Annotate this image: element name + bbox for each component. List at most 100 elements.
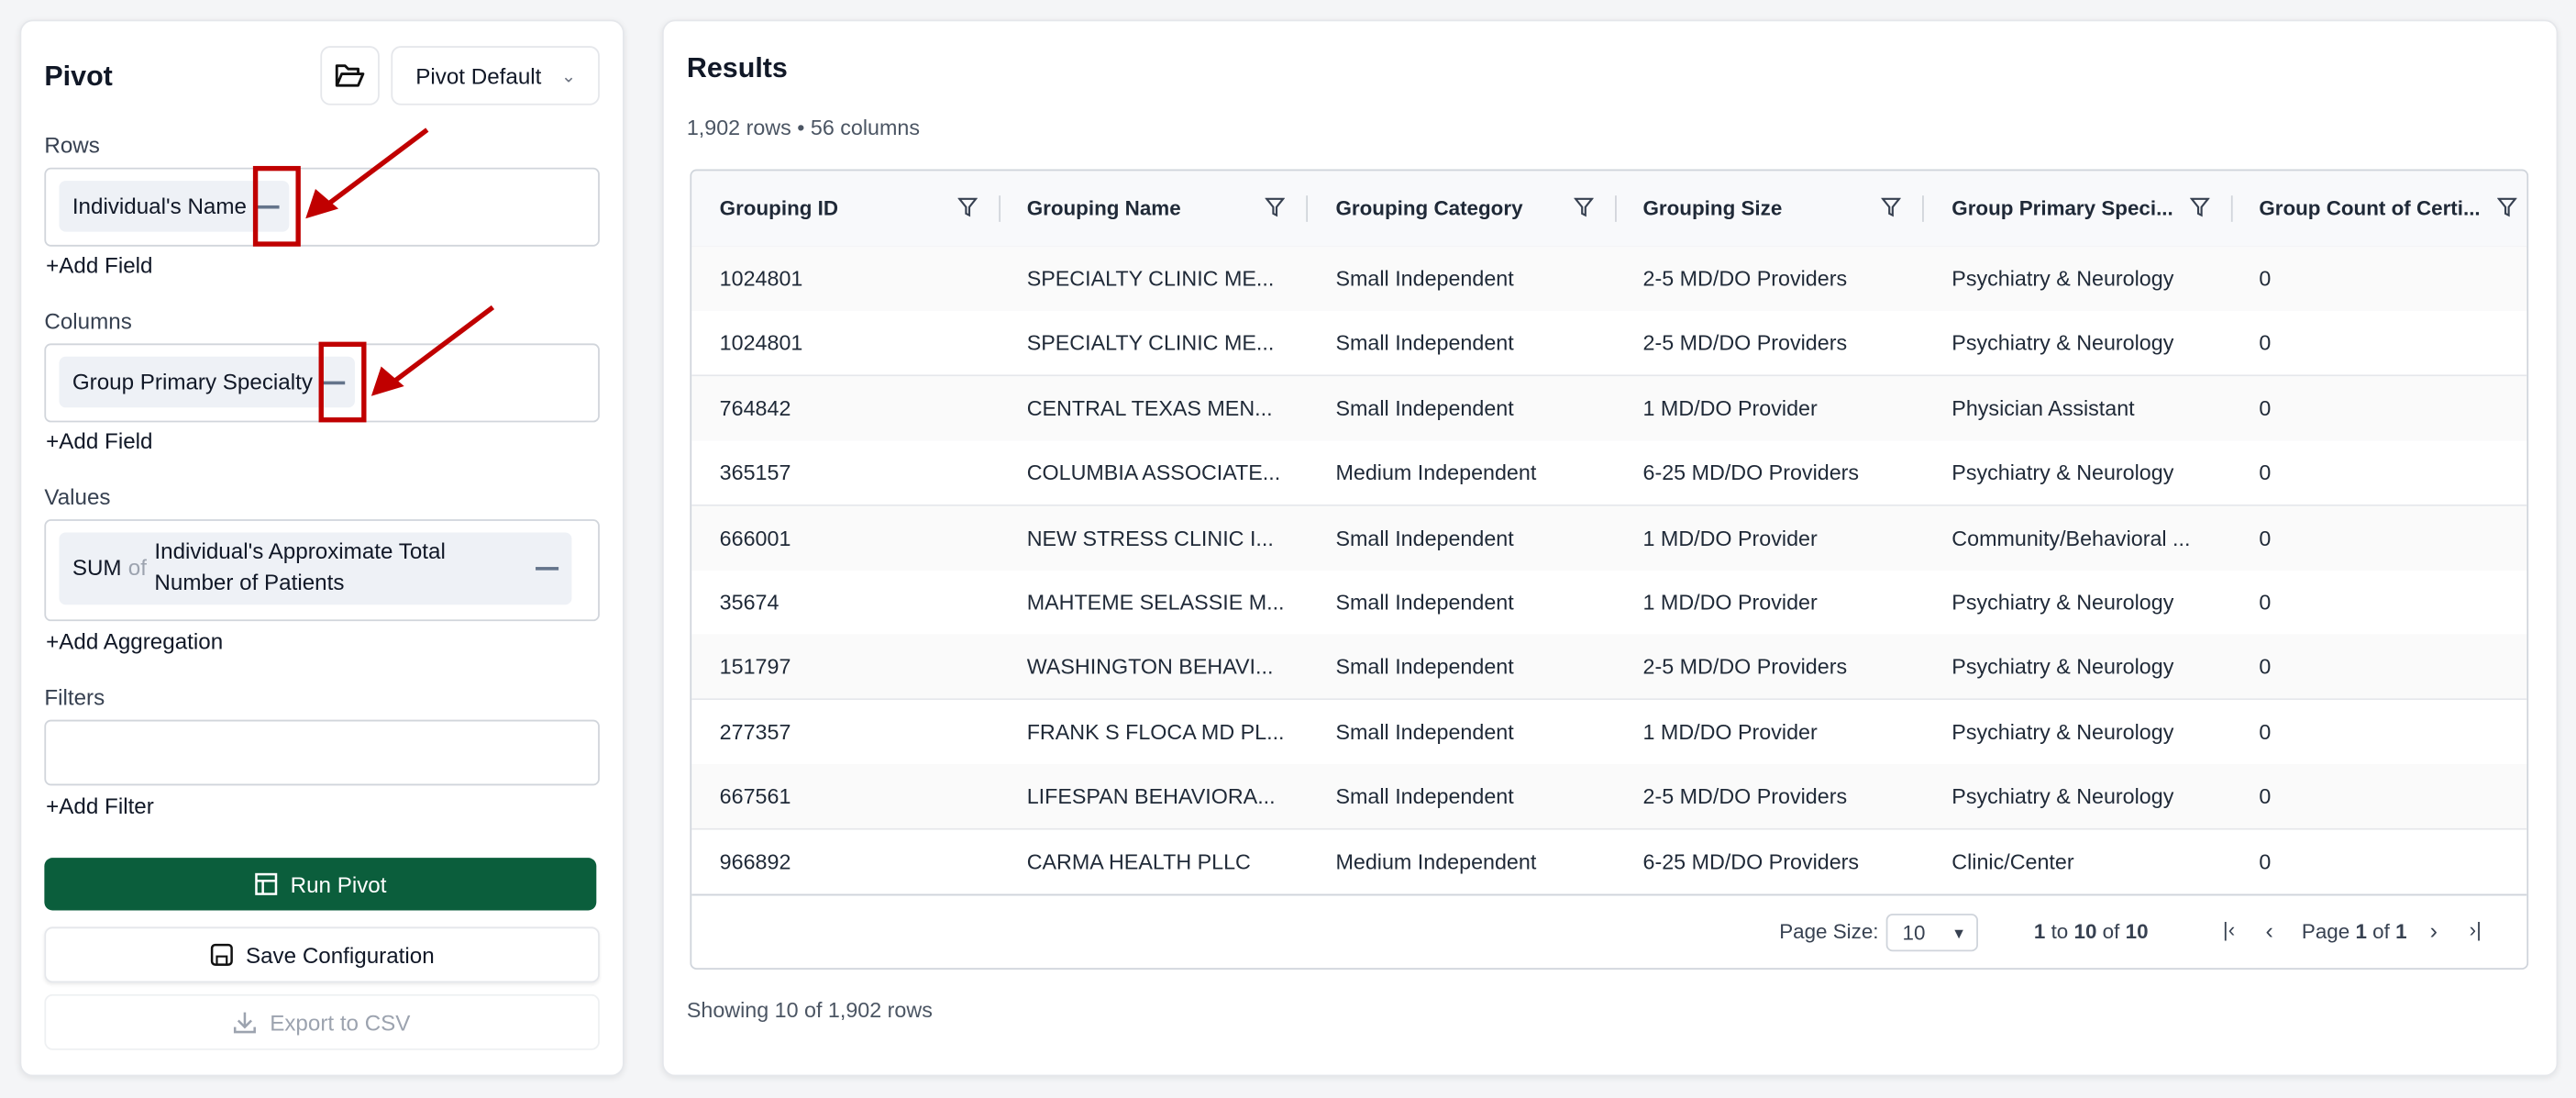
table-cell: 0 <box>2259 330 2272 356</box>
table-row[interactable]: 764842 CENTRAL TEXAS MEN... Small Independ… <box>691 375 2527 442</box>
columns-field-chip[interactable]: Group Primary Specialty <box>59 356 356 408</box>
filters-dropzone[interactable] <box>44 719 600 786</box>
table-row[interactable]: 151797 WASHINGTON BEHAVI... Small Independ… <box>691 635 2527 701</box>
row-range: 1 to 10 of 10 <box>2033 920 2149 944</box>
filter-icon[interactable] <box>1573 195 1595 225</box>
table-cell: Small Independent <box>1335 783 1514 809</box>
pagination-bar: Page Size: 10 ▼ 1 to 10 of 10 |‹ ‹ Page … <box>691 893 2527 969</box>
table-cell: Physician Assistant <box>1951 395 2135 421</box>
table-row[interactable]: 1024801 SPECIALTY CLINIC ME... Small Indep… <box>691 311 2527 377</box>
filter-icon[interactable] <box>956 195 978 225</box>
table-cell: 1024801 <box>719 330 803 356</box>
table-cell: WASHINGTON BEHAVI... <box>1026 654 1274 680</box>
column-header-label: Grouping Name <box>1026 196 1181 221</box>
value-field-line1: Individual's Approximate Total <box>154 538 446 564</box>
aggregation-function: SUM <box>72 555 122 581</box>
add-aggregation-button[interactable]: +Add Aggregation <box>46 629 224 655</box>
table-cell: 0 <box>2259 848 2272 874</box>
add-filter-button[interactable]: +Add Filter <box>46 793 154 819</box>
column-header[interactable]: Group Primary Speci... <box>1951 171 2172 246</box>
table-row[interactable]: 666001 NEW STRESS CLINIC I... Small Indepe… <box>691 505 2527 571</box>
table-cell: 0 <box>2259 460 2272 485</box>
prev-page-icon[interactable]: ‹ <box>2265 916 2273 944</box>
column-resize-handle[interactable] <box>999 195 1001 222</box>
column-header-label: Grouping Category <box>1335 196 1523 221</box>
table-cell: FRANK S FLOCA MD PL... <box>1026 719 1285 745</box>
page-size-select[interactable]: 10 ▼ <box>1885 914 1978 952</box>
download-icon <box>234 1012 257 1034</box>
chevron-down-icon: ⌄ <box>560 66 577 87</box>
column-header[interactable]: Grouping Name <box>1027 171 1181 246</box>
table-cell: Small Independent <box>1335 330 1514 356</box>
filter-icon[interactable] <box>2189 195 2211 225</box>
column-resize-handle[interactable] <box>1922 195 1924 222</box>
column-header[interactable]: Grouping Size <box>1643 171 1783 246</box>
results-grid: Grouping ID Grouping Name Grouping Categor… <box>690 169 2529 970</box>
table-cell: Medium Independent <box>1335 460 1537 485</box>
grid-header: Grouping ID Grouping Name Grouping Categor… <box>691 171 2527 249</box>
filter-icon[interactable] <box>1880 195 1902 225</box>
save-configuration-button[interactable]: Save Configuration <box>44 926 600 983</box>
columns-label: Columns <box>44 308 132 334</box>
run-pivot-button[interactable]: Run Pivot <box>44 858 597 911</box>
table-cell: Medium Independent <box>1335 848 1537 874</box>
add-row-field-button[interactable]: +Add Field <box>46 252 153 278</box>
annotation-box <box>318 341 367 423</box>
table-cell: CARMA HEALTH PLLC <box>1026 848 1251 874</box>
table-cell: 277357 <box>719 719 791 745</box>
open-folder-button[interactable] <box>320 46 380 105</box>
annotation-arrow-icon <box>370 305 495 396</box>
table-cell: Small Independent <box>1335 395 1514 421</box>
table-cell: Small Independent <box>1335 266 1514 292</box>
column-resize-handle[interactable] <box>1306 195 1309 222</box>
table-cell: MAHTEME SELASSIE M... <box>1026 590 1285 616</box>
table-cell: 1 MD/DO Provider <box>1642 719 1818 745</box>
column-header[interactable]: Grouping Category <box>1335 171 1522 246</box>
pivot-panel: Pivot Pivot Default ⌄ Rows Individual's … <box>19 19 625 1077</box>
remove-icon[interactable] <box>536 567 559 571</box>
table-cell: 0 <box>2259 590 2272 616</box>
next-page-icon[interactable]: › <box>2429 916 2438 944</box>
pivot-title: Pivot <box>44 61 113 93</box>
column-resize-handle[interactable] <box>1615 195 1617 222</box>
column-header[interactable]: Group Count of Certi... <box>2259 171 2480 246</box>
value-aggregation-chip[interactable]: SUM of Individual's Approximate Total Nu… <box>59 532 572 605</box>
filter-icon[interactable] <box>2496 195 2518 225</box>
column-resize-handle[interactable] <box>2230 195 2233 222</box>
rows-field-chip[interactable]: Individual's Name <box>59 181 290 232</box>
rows-dropzone[interactable]: Individual's Name <box>44 167 600 247</box>
last-page-icon[interactable]: ›| <box>2469 918 2482 942</box>
of-text: of <box>127 555 147 581</box>
table-cell: 2-5 MD/DO Providers <box>1642 330 1848 356</box>
page-indicator: Page 1 of 1 <box>2301 920 2407 944</box>
table-icon <box>254 872 277 895</box>
results-panel: Results 1,902 rows • 56 columns Grouping… <box>661 19 2559 1077</box>
filter-icon[interactable] <box>1265 195 1286 225</box>
page-size-label: Page Size: <box>1779 920 1879 944</box>
filters-label: Filters <box>44 685 105 710</box>
first-page-icon[interactable]: |‹ <box>2222 918 2236 942</box>
table-row[interactable]: 667561 LIFESPAN BEHAVIORA... Small Indepen… <box>691 764 2527 831</box>
table-cell: NEW STRESS CLINIC I... <box>1026 525 1274 550</box>
column-header[interactable]: Grouping ID <box>720 171 838 246</box>
remove-icon[interactable] <box>256 205 280 208</box>
table-cell: Psychiatry & Neurology <box>1951 460 2174 485</box>
table-row[interactable]: 35674 MAHTEME SELASSIE M... Small Independ… <box>691 570 2527 637</box>
table-cell: 0 <box>2259 783 2272 809</box>
table-row[interactable]: 1024801 SPECIALTY CLINIC ME... Small Indep… <box>691 246 2527 313</box>
annotation-box <box>252 165 301 247</box>
table-cell: Psychiatry & Neurology <box>1951 330 2174 356</box>
table-row[interactable]: 277357 FRANK S FLOCA MD PL... Small Indepe… <box>691 699 2527 766</box>
remove-icon[interactable] <box>322 380 346 384</box>
table-cell: 2-5 MD/DO Providers <box>1642 654 1848 680</box>
column-header-label: Group Primary Speci... <box>1951 196 2173 221</box>
table-cell: LIFESPAN BEHAVIORA... <box>1026 783 1276 809</box>
table-row[interactable]: 966892 CARMA HEALTH PLLC Medium Independen… <box>691 828 2527 895</box>
values-dropzone[interactable]: SUM of Individual's Approximate Total Nu… <box>44 519 600 622</box>
add-column-field-button[interactable]: +Add Field <box>46 428 153 454</box>
preset-dropdown[interactable]: Pivot Default ⌄ <box>391 46 600 105</box>
table-row[interactable]: 365157 COLUMBIA ASSOCIATE... Medium Indepe… <box>691 440 2527 507</box>
table-cell: SPECIALTY CLINIC ME... <box>1026 330 1275 356</box>
table-cell: Small Independent <box>1335 719 1514 745</box>
export-csv-button[interactable]: Export to CSV <box>44 993 600 1050</box>
